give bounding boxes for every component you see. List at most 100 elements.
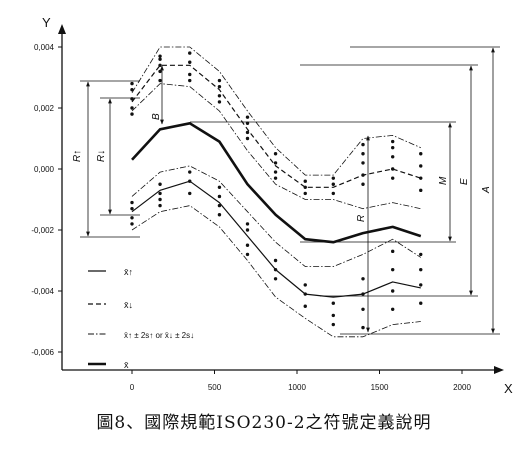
sample-point (273, 176, 278, 180)
y-tick-label: 0,000 (34, 165, 55, 174)
sample-point (361, 142, 365, 147)
sample-point (303, 292, 307, 296)
x-tick-label: 1000 (288, 383, 306, 392)
sample-point (188, 191, 192, 196)
sample-point (188, 170, 192, 174)
x-axis-label: X (504, 381, 513, 396)
sample-point (158, 57, 162, 61)
label-r-up: R↑ (72, 150, 83, 162)
y-tick-label: 0,004 (34, 43, 55, 52)
sample-point (361, 292, 365, 296)
sample-point (273, 152, 278, 156)
sample-point (217, 213, 222, 217)
sample-point (130, 206, 134, 211)
sample-point (391, 167, 395, 171)
sample-point (419, 267, 423, 272)
label-r-down: R↓ (96, 150, 107, 162)
sample-point (273, 161, 278, 165)
sample-point (331, 301, 335, 305)
sample-point (331, 191, 335, 196)
sample-point (303, 179, 307, 183)
axes (58, 24, 504, 374)
series-line-6 (131, 122, 422, 244)
sample-point (158, 69, 162, 74)
figure-caption: 圖8、國際規範ISO230-2之符號定義說明 (96, 413, 432, 433)
sample-point (158, 78, 162, 83)
sample-point (158, 54, 162, 58)
sample-point (391, 249, 395, 254)
sample-point (331, 322, 335, 327)
sample-point (188, 179, 192, 183)
sample-point (158, 182, 162, 186)
sample-point (130, 222, 134, 226)
sample-point (217, 194, 222, 199)
sample-point (158, 63, 162, 67)
sample-point (361, 325, 365, 330)
y-axis-label: Y (42, 15, 51, 30)
sample-point (245, 222, 250, 226)
sample-point (273, 277, 278, 281)
sample-point (188, 60, 192, 64)
sample-point (130, 200, 134, 205)
sample-point (361, 173, 365, 177)
x-tick-label: 2000 (453, 383, 471, 392)
legend-label-1: x̄↓ (124, 300, 133, 310)
series-lines (131, 46, 422, 338)
sample-point (391, 139, 395, 144)
x-tick-label: 1500 (371, 383, 389, 392)
dimension-labels: R↑ R↓ B M E A R (72, 113, 492, 222)
series-line-2 (131, 46, 421, 176)
sample-point (361, 182, 365, 186)
sample-point (391, 267, 395, 272)
sample-point (217, 94, 222, 98)
sample-point (188, 72, 192, 77)
sample-point (217, 100, 222, 104)
sample-point (130, 112, 134, 116)
label-b: B (151, 113, 162, 120)
series-line-1 (131, 64, 421, 188)
sample-point (130, 81, 134, 86)
sample-point (130, 88, 134, 92)
sample-point (245, 121, 250, 125)
sample-point (419, 152, 423, 156)
label-e: E (459, 178, 470, 185)
sample-point (419, 164, 423, 168)
sample-point (245, 252, 250, 257)
y-tick-label: -0,006 (31, 348, 54, 357)
sample-points (130, 51, 423, 330)
sample-point (331, 313, 335, 318)
sample-point (217, 185, 222, 189)
sample-point (273, 258, 278, 263)
sample-point (391, 145, 395, 150)
sample-point (130, 97, 134, 101)
sample-point (273, 170, 278, 174)
y-tick-label: -0,004 (31, 287, 54, 296)
sample-point (391, 307, 395, 311)
sample-point (303, 191, 307, 196)
sample-point (331, 182, 335, 186)
dimension-annotations (80, 46, 500, 335)
sample-point (188, 51, 192, 55)
x-ticks: 0 500 1000 1500 2000 (130, 370, 471, 392)
sample-point (391, 155, 395, 159)
sample-point (245, 130, 250, 135)
sample-point (158, 191, 162, 196)
sample-point (158, 203, 162, 208)
y-tick-label: -0,002 (31, 226, 54, 235)
sample-point (331, 176, 335, 180)
sample-point (419, 176, 423, 180)
sample-point (303, 185, 307, 189)
sample-point (419, 188, 423, 193)
sample-point (217, 203, 222, 208)
sample-point (158, 197, 162, 202)
sample-point (419, 301, 423, 305)
sample-point (303, 283, 307, 287)
legend: x̄↑ x̄↓ x̄↑ ± 2s↑ or x̄↓ ± 2s↓ x̄ (88, 267, 194, 370)
sample-point (130, 106, 134, 110)
x-axis-arrow (494, 366, 504, 374)
legend-label-0: x̄↑ (124, 267, 133, 277)
sample-point (273, 267, 278, 272)
x-tick-label: 500 (208, 383, 222, 392)
sample-point (303, 304, 307, 308)
